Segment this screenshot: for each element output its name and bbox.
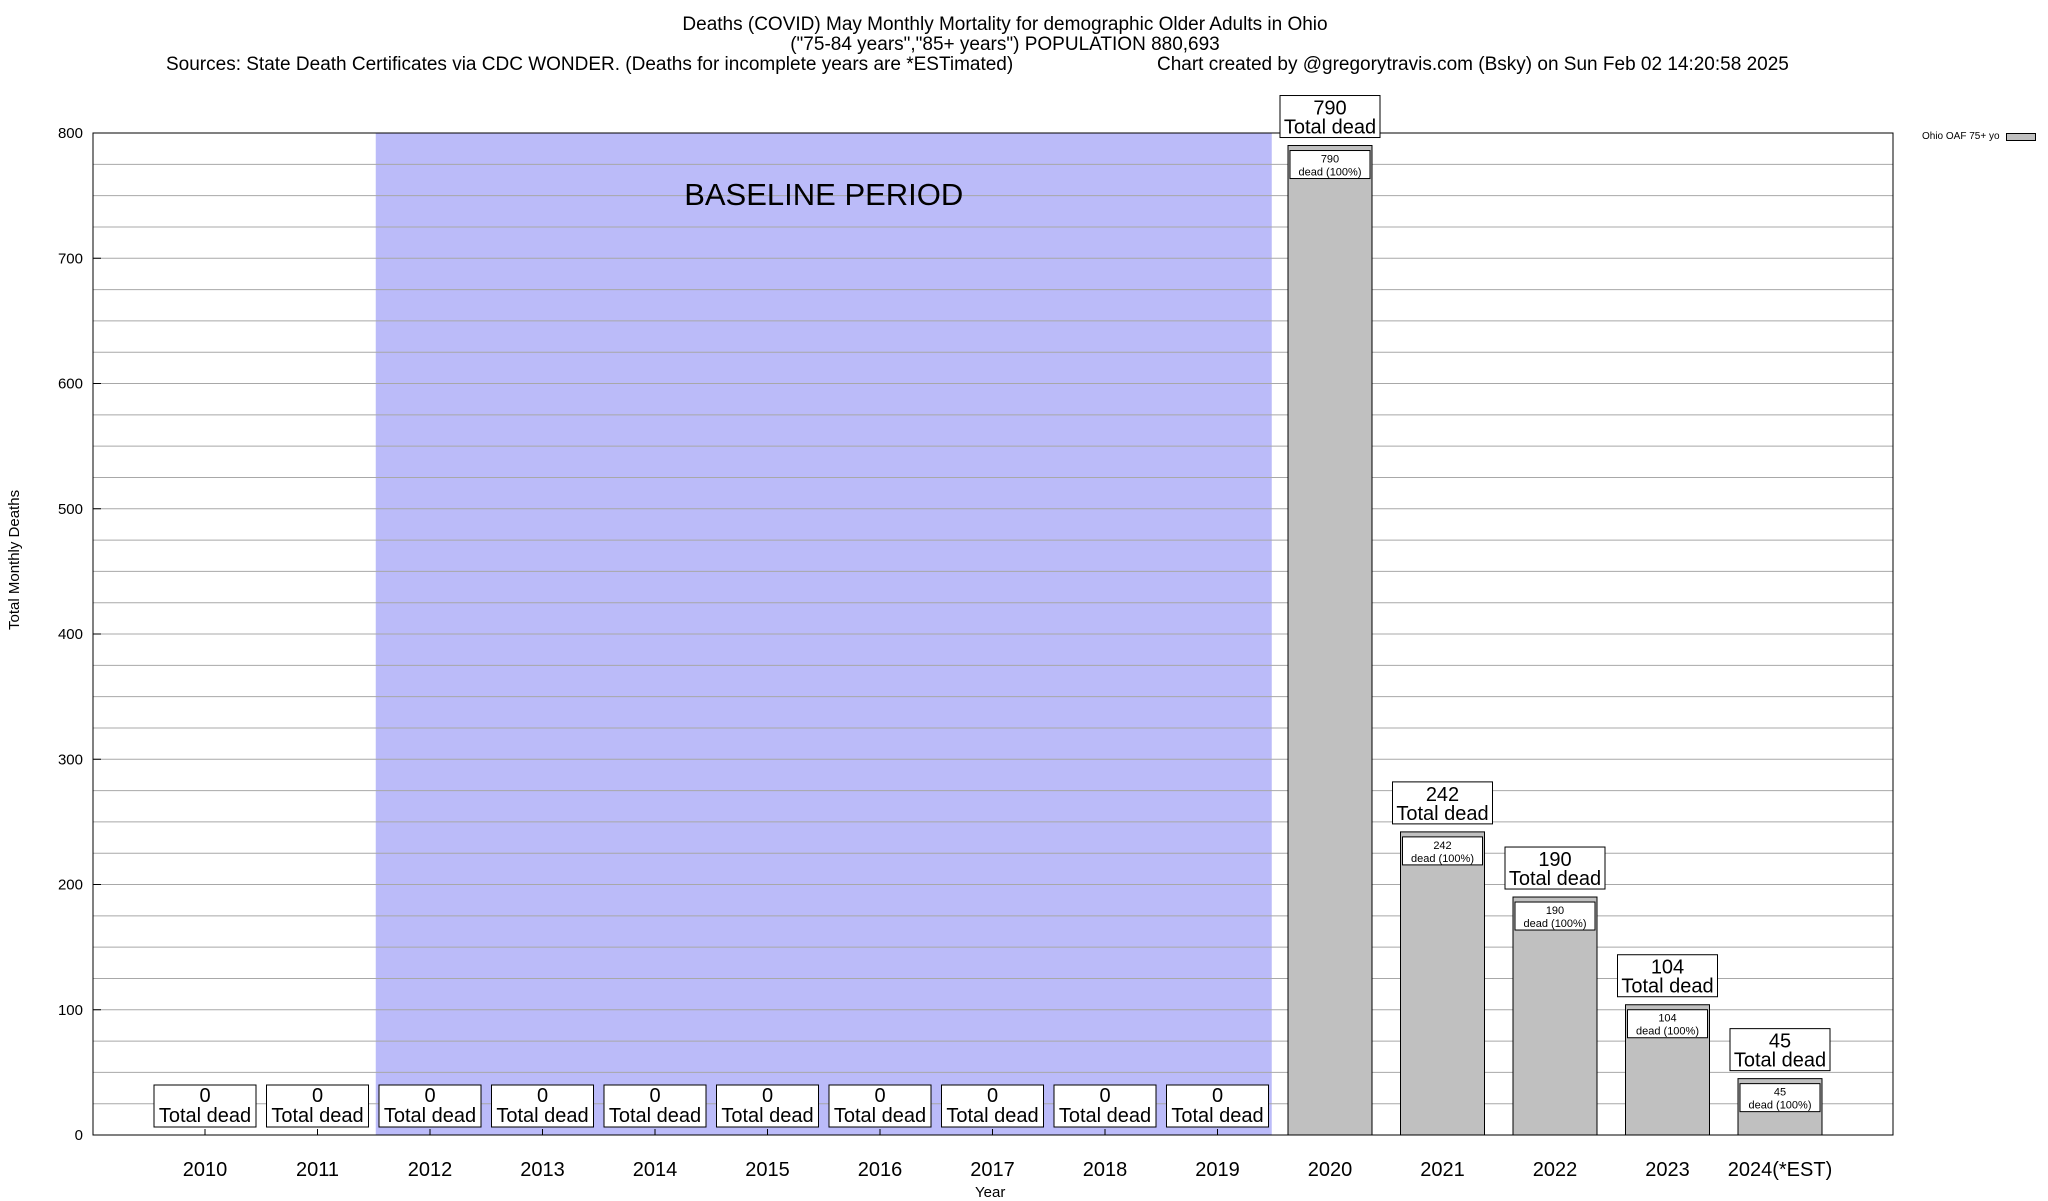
total-label: Total dead [721, 1105, 813, 1127]
total-label: Total dead [609, 1105, 701, 1127]
y-tick-label: 700 [58, 250, 83, 267]
total-label-box [941, 1084, 1044, 1128]
total-value: 0 [762, 1085, 773, 1107]
x-tick-label: 2015 [745, 1159, 790, 1181]
total-label-box [603, 1084, 707, 1128]
bar [1400, 831, 1485, 1136]
legend-label: Ohio OAF 75+ yo [1922, 131, 2000, 142]
x-tick-label: 2017 [970, 1159, 1015, 1181]
total-value: 104 [1651, 957, 1684, 979]
total-label: Total dead [271, 1105, 363, 1127]
total-label-box [1166, 1084, 1269, 1128]
bar-inner-label: dead (100%) [1636, 1026, 1699, 1038]
total-label: Total dead [1621, 976, 1713, 998]
y-tick-label: 500 [58, 501, 83, 518]
total-label: Total dead [496, 1105, 588, 1127]
y-tick-label: 0 [75, 1127, 83, 1144]
total-label-box [1053, 1084, 1157, 1128]
bar-inner-label: dead (100%) [1524, 918, 1587, 930]
baseline-label: BASELINE PERIOD [684, 177, 963, 212]
bar-inner-label-box [1627, 1009, 1708, 1039]
total-label-box [716, 1084, 819, 1128]
bar-inner-label: dead (100%) [1411, 853, 1474, 865]
total-value: 242 [1426, 784, 1459, 806]
total-value: 0 [874, 1085, 885, 1107]
bar [1287, 145, 1373, 1136]
total-label: Total dead [1059, 1105, 1151, 1127]
total-label-box [266, 1084, 369, 1128]
chart-credit: Chart created by @gregorytravis.com (Bsk… [1157, 54, 1789, 75]
total-label: Total dead [1396, 803, 1488, 825]
total-label-box [1392, 781, 1493, 825]
chart-title: Deaths (COVID) May Monthly Mortality for… [682, 14, 1328, 35]
total-label-box [1279, 95, 1381, 139]
total-value: 0 [312, 1085, 323, 1107]
total-label: Total dead [946, 1105, 1038, 1127]
total-label: Total dead [1734, 1050, 1826, 1072]
total-value: 190 [1538, 849, 1571, 871]
bar-inner-label: dead (100%) [1749, 1100, 1812, 1112]
x-tick-label: 2012 [408, 1159, 453, 1181]
x-tick-label: 2014 [633, 1159, 678, 1181]
x-tick-label: 2024(*EST) [1728, 1159, 1833, 1181]
y-tick-label: 100 [58, 1002, 83, 1019]
y-tick-label: 800 [58, 125, 83, 142]
bar-inner-label-box [1514, 901, 1596, 931]
total-value: 0 [649, 1085, 660, 1107]
x-tick-label: 2022 [1533, 1159, 1578, 1181]
bar-inner-label-box [1289, 150, 1371, 180]
y-tick-label: 400 [58, 626, 83, 643]
total-label: Total dead [159, 1105, 251, 1127]
x-tick-label: 2010 [183, 1159, 228, 1181]
x-axis-label: Year [975, 1184, 1006, 1201]
y-tick-label: 300 [58, 751, 83, 768]
bar-inner-label: dead (100%) [1299, 167, 1362, 179]
total-value: 0 [199, 1085, 210, 1107]
x-tick-label: 2020 [1308, 1159, 1353, 1181]
y-axis-label: Total Monthly Deaths [6, 489, 23, 630]
total-label: Total dead [1171, 1105, 1263, 1127]
chart-sources: Sources: State Death Certificates via CD… [166, 54, 1014, 75]
total-label-box [153, 1084, 257, 1128]
total-value: 0 [1099, 1085, 1110, 1107]
total-label: Total dead [1509, 868, 1601, 890]
total-label-box [1617, 954, 1718, 998]
total-value: 790 [1313, 98, 1346, 120]
bar-inner-value: 790 [1321, 154, 1339, 166]
x-tick-label: 2011 [296, 1159, 339, 1181]
total-value: 0 [987, 1085, 998, 1107]
bar-inner-value: 190 [1546, 905, 1564, 917]
total-value: 45 [1769, 1031, 1791, 1053]
total-label-box [828, 1084, 932, 1128]
bar-inner-label-box [1402, 836, 1483, 866]
x-tick-label: 2021 [1420, 1159, 1465, 1181]
legend: Ohio OAF 75+ yo [1922, 131, 2036, 142]
x-tick-label: 2016 [858, 1159, 903, 1181]
total-label-box [1729, 1028, 1831, 1072]
bar-inner-value: 242 [1433, 840, 1451, 852]
total-value: 0 [537, 1085, 548, 1107]
bar-inner-label-box [1739, 1083, 1821, 1113]
x-tick-label: 2013 [520, 1159, 565, 1181]
x-tick-label: 2019 [1195, 1159, 1240, 1181]
total-label-box [491, 1084, 594, 1128]
y-tick-label: 200 [58, 877, 83, 894]
x-tick-label: 2023 [1645, 1159, 1690, 1181]
y-tick-label: 600 [58, 376, 83, 393]
total-label: Total dead [1284, 117, 1376, 139]
x-tick-label: 2018 [1083, 1159, 1128, 1181]
bar [1512, 896, 1598, 1136]
total-label-box [1504, 846, 1606, 890]
total-label: Total dead [834, 1105, 926, 1127]
chart-subtitle: ("75-84 years","85+ years") POPULATION 8… [790, 34, 1220, 55]
total-value: 0 [424, 1085, 435, 1107]
total-value: 0 [1212, 1085, 1223, 1107]
total-label: Total dead [384, 1105, 476, 1127]
bar-inner-value: 104 [1658, 1013, 1676, 1025]
bar-inner-value: 45 [1774, 1087, 1786, 1099]
legend-swatch [2005, 132, 2036, 141]
total-label-box [378, 1084, 482, 1128]
